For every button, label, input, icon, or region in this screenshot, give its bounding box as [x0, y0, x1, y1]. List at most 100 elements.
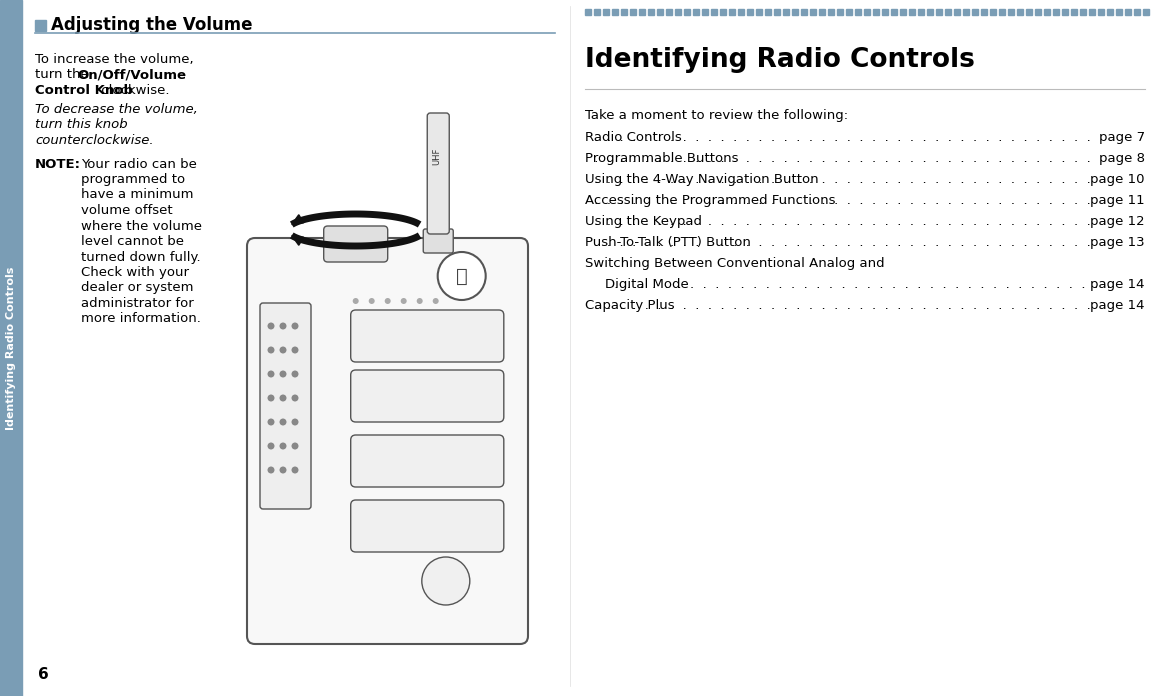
Circle shape — [353, 298, 359, 304]
Circle shape — [280, 395, 287, 402]
Bar — [990, 9, 996, 15]
Text: have a minimum: have a minimum — [81, 189, 194, 202]
Bar — [864, 9, 870, 15]
Bar — [1080, 9, 1086, 15]
Bar — [954, 9, 960, 15]
Text: page 11: page 11 — [1090, 194, 1145, 207]
Bar — [693, 9, 699, 15]
Text: .  .  .  .  .  .  .  .  .  .  .  .  .  .  .  .  .  .  .  .  .  .  .  .  .  .  . : . . . . . . . . . . . . . . . . . . . . … — [590, 152, 1095, 165]
Text: Digital Mode: Digital Mode — [605, 278, 688, 291]
Bar — [837, 9, 843, 15]
Bar — [1106, 9, 1113, 15]
Bar — [765, 9, 771, 15]
Bar — [1098, 9, 1104, 15]
Text: level cannot be: level cannot be — [81, 235, 183, 248]
Bar — [35, 19, 46, 31]
Bar — [720, 9, 726, 15]
Text: page 12: page 12 — [1090, 215, 1145, 228]
Circle shape — [267, 395, 274, 402]
Circle shape — [280, 347, 287, 354]
Text: .  .  .  .  .  .  .  .  .  .  .  .  .  .  .  .  .  .  .  .  .  .  .  .  .  .  . : . . . . . . . . . . . . . . . . . . . . … — [610, 278, 1115, 291]
Polygon shape — [291, 235, 304, 245]
Bar — [936, 9, 942, 15]
FancyBboxPatch shape — [247, 238, 528, 644]
Text: Push-To-Talk (PTT) Button: Push-To-Talk (PTT) Button — [585, 236, 755, 249]
Bar — [926, 9, 933, 15]
Text: clockwise.: clockwise. — [98, 84, 170, 97]
Circle shape — [280, 418, 287, 425]
Text: Ⓜ: Ⓜ — [456, 267, 468, 285]
Bar — [783, 9, 789, 15]
Circle shape — [438, 252, 485, 300]
Bar — [819, 9, 825, 15]
Bar — [890, 9, 897, 15]
Text: On/Off/Volume: On/Off/Volume — [77, 68, 186, 81]
Circle shape — [267, 370, 274, 377]
Bar — [981, 9, 987, 15]
Circle shape — [291, 443, 298, 450]
Text: where the volume: where the volume — [81, 219, 202, 232]
FancyBboxPatch shape — [260, 303, 311, 509]
Text: page 13: page 13 — [1090, 236, 1145, 249]
Bar — [972, 9, 978, 15]
Text: page 7: page 7 — [1098, 131, 1145, 144]
Bar — [828, 9, 834, 15]
FancyBboxPatch shape — [324, 226, 388, 262]
Bar — [810, 9, 816, 15]
Bar — [918, 9, 924, 15]
Circle shape — [369, 298, 375, 304]
Text: Adjusting the Volume: Adjusting the Volume — [51, 16, 252, 34]
Circle shape — [291, 418, 298, 425]
Circle shape — [433, 298, 439, 304]
Bar — [621, 9, 627, 15]
Circle shape — [291, 466, 298, 473]
Text: Identifying Radio Controls: Identifying Radio Controls — [585, 47, 975, 73]
Circle shape — [267, 347, 274, 354]
Text: page 14: page 14 — [1090, 278, 1145, 291]
Bar — [1134, 9, 1140, 15]
Bar — [1017, 9, 1023, 15]
Circle shape — [291, 395, 298, 402]
Text: Using the Keypad: Using the Keypad — [585, 215, 711, 228]
Text: NOTE:: NOTE: — [35, 157, 81, 171]
Text: administrator for: administrator for — [81, 297, 194, 310]
Text: 6: 6 — [38, 667, 49, 682]
Text: turn the: turn the — [35, 68, 93, 81]
Bar — [585, 9, 591, 15]
Bar — [792, 9, 798, 15]
Bar — [1044, 9, 1050, 15]
Bar — [684, 9, 690, 15]
Text: .  .  .  .  .  .  .  .  .  .  .  .  .  .  .  .  .  .  .  .  .  .  .  .  .  .  . : . . . . . . . . . . . . . . . . . . . . … — [590, 131, 1095, 144]
Bar — [594, 9, 600, 15]
Circle shape — [291, 370, 298, 377]
Bar — [873, 9, 879, 15]
Polygon shape — [291, 215, 304, 225]
Bar — [998, 9, 1005, 15]
Text: Accessing the Programmed Functions: Accessing the Programmed Functions — [585, 194, 839, 207]
Bar — [666, 9, 672, 15]
FancyBboxPatch shape — [351, 370, 504, 422]
Text: Your radio can be: Your radio can be — [81, 157, 197, 171]
Text: dealer or system: dealer or system — [81, 281, 194, 294]
FancyBboxPatch shape — [351, 435, 504, 487]
Bar — [846, 9, 852, 15]
Text: To increase the volume,: To increase the volume, — [35, 52, 194, 65]
Circle shape — [291, 347, 298, 354]
Text: Identifying Radio Controls: Identifying Radio Controls — [6, 267, 16, 429]
Text: Control Knob: Control Knob — [35, 84, 134, 97]
Circle shape — [401, 298, 406, 304]
Bar — [1125, 9, 1131, 15]
Text: turn this knob: turn this knob — [35, 118, 128, 132]
Text: .  .  .  .  .  .  .  .  .  .  .  .  .  .  .  .  .  .  .  .  .  .  .  .  .  .  . : . . . . . . . . . . . . . . . . . . . . … — [590, 299, 1095, 312]
Circle shape — [280, 466, 287, 473]
Text: Take a moment to review the following:: Take a moment to review the following: — [585, 109, 849, 122]
Bar — [1026, 9, 1032, 15]
Text: UHF: UHF — [433, 148, 441, 165]
Text: Radio Controls: Radio Controls — [585, 131, 682, 144]
Bar — [774, 9, 780, 15]
Bar — [702, 9, 708, 15]
Text: Capacity Plus: Capacity Plus — [585, 299, 675, 312]
Text: page 8: page 8 — [1099, 152, 1145, 165]
Bar — [612, 9, 618, 15]
Bar — [1070, 9, 1077, 15]
